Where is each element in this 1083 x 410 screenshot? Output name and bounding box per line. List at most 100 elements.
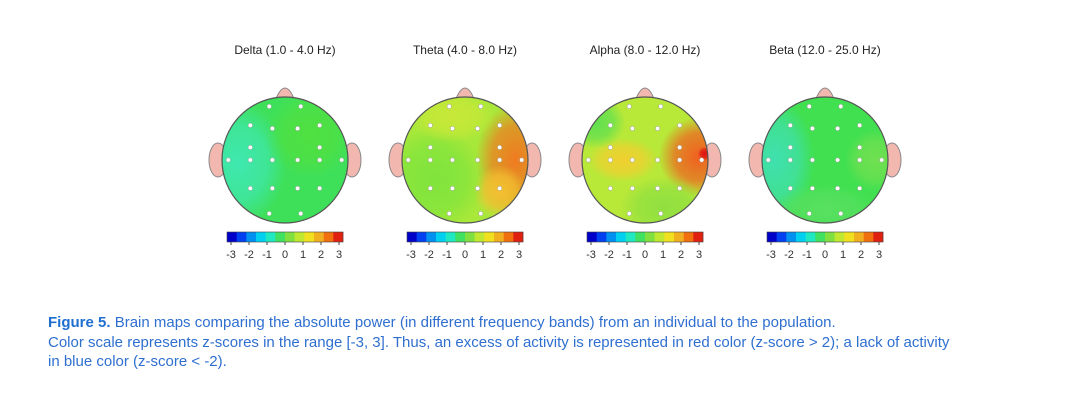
colorbar-tick-label: 0 [822,249,828,261]
electrode [475,185,481,191]
colorbar-cell [815,232,826,242]
electrode [427,157,433,163]
electrode [247,157,253,163]
colorbar-tick-label: 3 [876,249,882,261]
colorbar-cell [227,232,237,242]
colorbar-cell [285,232,295,242]
electrode [655,126,661,131]
caption-line: Brain maps comparing the absolute power … [114,314,836,331]
electrode [298,211,304,217]
colorbar-cell [664,232,675,242]
electrode [765,157,771,163]
colorbar-tick-label: 3 [516,249,522,261]
panel-title: Beta (12.0 - 25.0 Hz) [769,43,880,57]
electrode [427,144,433,150]
colorbar-cell [825,232,835,242]
colorbar-cell [407,232,417,242]
colorbar-cell [494,232,504,242]
electrode [269,157,275,163]
electrode [629,157,635,163]
brain-map: Beta (12.0 - 25.0 Hz) -3 -2 -1 0 1 2 3 [748,43,902,261]
colorbar-cell [844,232,855,242]
colorbar-cell [436,232,446,242]
colorbar-cell [246,232,257,242]
electrode [806,211,812,217]
electrode [835,157,841,163]
electrode [655,185,661,191]
map-region [402,125,487,223]
panel-title: Delta (1.0 - 4.0 Hz) [234,43,335,57]
electrode [835,185,841,191]
colorbar-tick-label: -1 [622,249,632,261]
electrode [809,185,815,191]
brain-map: Alpha (8.0 - 12.0 Hz) -3 -2 -1 0 1 2 3 [568,43,722,261]
electrode [269,126,275,131]
colorbar-cell [654,232,665,242]
colorbar-tick-label: -2 [604,249,614,261]
electrode [838,104,844,109]
colorbar-cell [616,232,626,242]
electrode [809,126,815,131]
electrode [449,126,455,131]
colorbar-cell [606,232,617,242]
electrode [449,185,455,191]
colorbar-cell [683,232,694,242]
electrode [247,144,253,150]
electrode [427,122,433,128]
electrode [677,185,683,191]
electrode [266,211,272,217]
head-outline [401,96,529,224]
electrode [317,157,323,163]
colorbar-tick-label: -1 [442,249,452,261]
map-region [408,97,497,143]
map-region [587,137,659,183]
colorbar-tick-label: 2 [318,249,324,261]
electrode [295,185,301,191]
electrode [446,211,452,217]
electrode [497,122,503,128]
colorbar-tick-label: 0 [282,249,288,261]
electrode [857,157,863,163]
colorbar-cell [474,232,485,242]
colorbar-tick-label: -3 [226,249,236,261]
colorbar-cell [323,232,334,242]
head-outline [581,96,709,224]
electrode [658,104,664,109]
caption-label: Figure 5. [48,314,111,331]
electrode [247,185,253,191]
map-region [222,101,287,223]
map-region [772,183,878,223]
panel-title: Alpha (8.0 - 12.0 Hz) [590,43,701,57]
colorbar-cell [304,232,315,242]
colorbar-cell [294,232,305,242]
colorbar-cell [645,232,655,242]
colorbar-tick-label: 1 [840,249,846,261]
electrode [629,185,635,191]
colorbar-cell [796,232,806,242]
electrode [677,122,683,128]
colorbar-tick-label: -3 [406,249,416,261]
colorbar-cell [596,232,607,242]
colorbar-cell [265,232,276,242]
colorbar-tick-label: -2 [424,249,434,261]
colorbar-tick-label: 0 [642,249,648,261]
colorbar-cell [635,232,646,242]
colorbar-cell [674,232,684,242]
colorbar-tick-label: 1 [300,249,306,261]
map-region [619,176,708,223]
head-map [762,97,888,223]
electrode [339,157,345,163]
colorbar-cell [275,232,286,242]
electrode [497,157,503,163]
colorbar-tick-label: -1 [262,249,272,261]
electrode [225,157,231,163]
electrode [655,157,661,163]
colorbar-cell [854,232,864,242]
electrode [607,185,613,191]
colorbar-tick-label: -3 [586,249,596,261]
electrode [626,211,632,217]
colorbar-tick-label: 3 [336,249,342,261]
electrode [677,157,683,163]
colorbar-cell [503,232,514,242]
colorbar-tick-label: 2 [858,249,864,261]
